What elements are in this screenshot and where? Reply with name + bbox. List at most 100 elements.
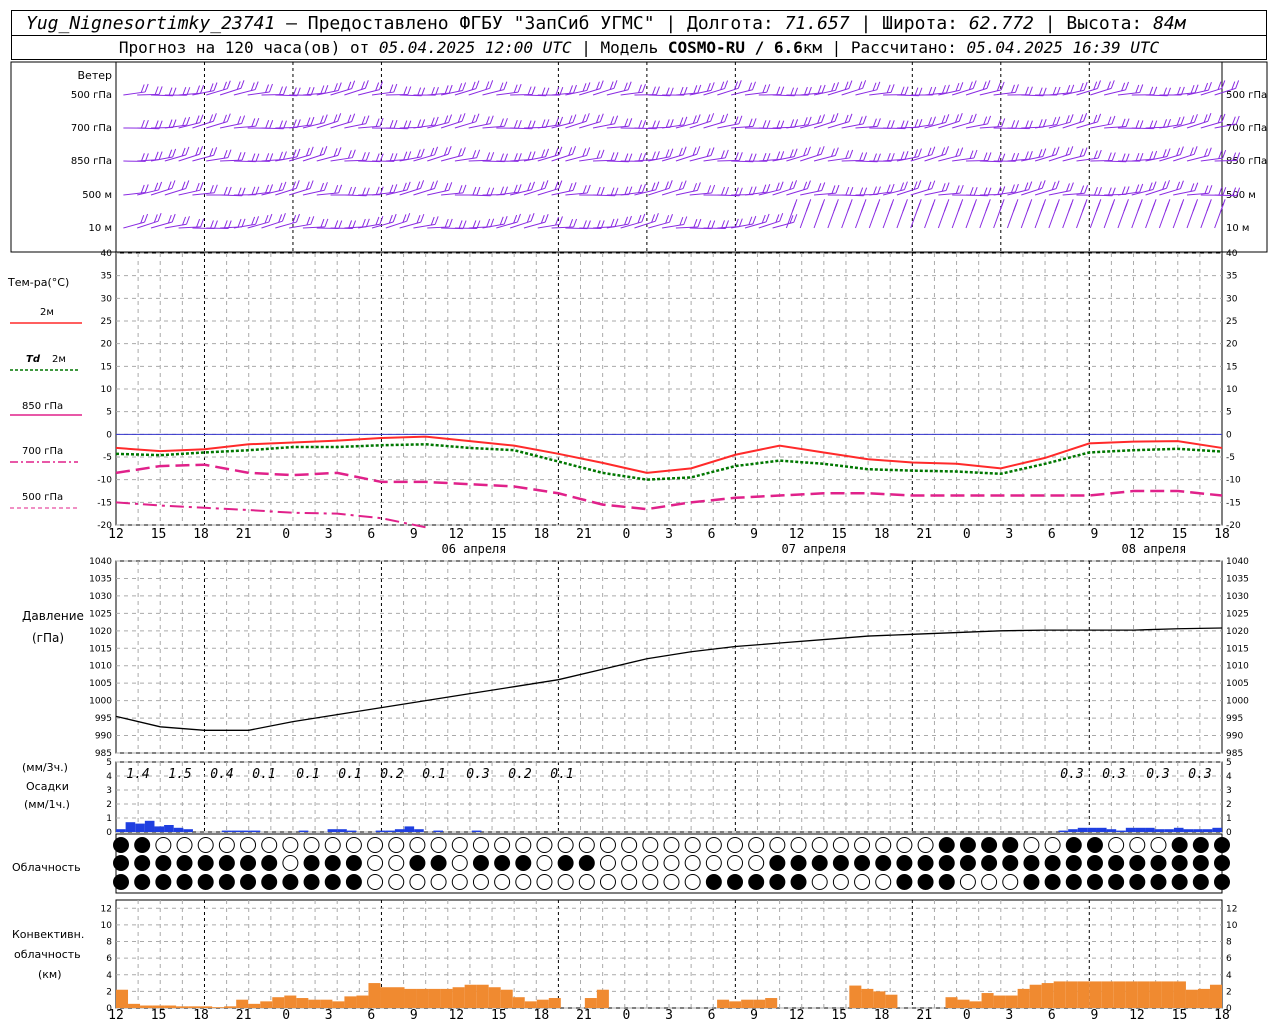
wind-barb-feather xyxy=(859,152,864,161)
wind-barb-feather xyxy=(144,83,149,93)
wind-barb-feather xyxy=(1065,115,1070,124)
wind-barb-feather xyxy=(476,149,481,158)
wind-barb-feather xyxy=(531,86,536,95)
wind-barb-feather xyxy=(333,148,338,157)
conv-cloud-bar xyxy=(1017,988,1030,1008)
wind-barb-feather xyxy=(486,152,491,161)
wind-barb-feather xyxy=(1097,149,1102,159)
precip-3h-label: 0.2 xyxy=(380,767,404,782)
wind-barb-feather xyxy=(1121,82,1126,92)
wind-barb xyxy=(482,223,505,229)
wind-barb xyxy=(689,89,712,96)
wind-barb-feather xyxy=(296,119,301,128)
wind-barb-feather xyxy=(475,113,480,122)
wind-barb-feather xyxy=(255,186,260,195)
cloud-symbol xyxy=(875,855,892,871)
wind-barb-feather xyxy=(1121,186,1126,195)
wind-barb-feather xyxy=(609,81,614,90)
wind-barb-feather xyxy=(444,218,449,228)
y-tick-label-right: 1015 xyxy=(1226,644,1249,654)
wind-barb-feather xyxy=(283,86,287,95)
legend-t850-label: 850 гПа xyxy=(22,401,63,412)
wind-barb-feather xyxy=(1162,149,1167,158)
wind-barb-feather xyxy=(347,150,352,159)
precip-bar xyxy=(1193,829,1203,832)
temp-series-line xyxy=(115,435,1223,474)
wind-barb-feather xyxy=(902,202,907,212)
wind-barb-feather xyxy=(863,152,868,161)
wind-barb-feather xyxy=(265,119,270,129)
wind-barb-feather xyxy=(748,153,753,162)
wind-barb-feather xyxy=(158,86,163,95)
wind-barb-feather xyxy=(903,181,908,190)
x-tick-label: 3 xyxy=(1005,527,1013,542)
model-label: | Модель xyxy=(571,38,668,57)
wind-barb-feather xyxy=(554,147,559,157)
wind-barb-feather xyxy=(1093,114,1098,124)
y-tick-label-right: 40 xyxy=(1226,249,1238,259)
wind-barb-feather xyxy=(1232,152,1237,161)
y-tick-label-right: 1005 xyxy=(1226,679,1249,689)
wind-barb-feather xyxy=(541,149,546,158)
wind-barb-feather xyxy=(862,80,867,89)
wind-level-label: 10 м xyxy=(89,223,112,234)
wind-barb-feather xyxy=(1139,183,1144,193)
wind-barb-feather xyxy=(185,180,190,189)
wind-barb-feather xyxy=(572,146,576,155)
cloud-symbol xyxy=(727,837,744,853)
x-tick-label-bottom: 12 xyxy=(789,1008,805,1023)
wind-barb-feather xyxy=(461,147,466,156)
wind-barb-feather xyxy=(803,86,808,96)
wind-barb-feather xyxy=(527,182,532,191)
wind-barb-feather xyxy=(1176,86,1181,96)
y-tick-label-right: 5 xyxy=(1226,408,1232,418)
wind-barb-feather xyxy=(279,120,283,129)
wind-barb-feather xyxy=(941,115,946,124)
cloud-symbol xyxy=(472,874,489,890)
wind-barb-feather xyxy=(1123,202,1128,212)
x-tick-label: 12 xyxy=(789,527,805,542)
conv-cloud-bar xyxy=(1065,981,1078,1008)
wind-barb-feather xyxy=(859,187,864,196)
wind-barb-feather xyxy=(1167,118,1172,128)
wind-barb-feather xyxy=(540,181,545,190)
wind-barb-feather xyxy=(931,146,936,155)
wind-barb-feather xyxy=(955,82,960,92)
wind-barb-feather xyxy=(1042,148,1047,157)
wind-barb-feather xyxy=(237,187,242,196)
conv-cloud-bar xyxy=(584,998,597,1008)
wind-barb-feather xyxy=(406,181,411,191)
wind-barb-feather xyxy=(447,146,452,155)
wind-barb-feather xyxy=(706,83,711,92)
wind-barb-feather xyxy=(1069,182,1074,191)
wind-barb-feather xyxy=(361,152,366,161)
day-label: 08 апреля xyxy=(1121,542,1186,556)
wind-barb-feather xyxy=(762,120,767,129)
wind-barb-feather xyxy=(1095,202,1100,212)
precip-bar xyxy=(173,827,184,832)
wind-barb-feather xyxy=(241,115,246,124)
cloud-symbol xyxy=(1108,874,1125,890)
wind-barb-feather xyxy=(389,184,394,194)
conv-cloud-bar xyxy=(200,1006,213,1008)
wind-barb-feather xyxy=(848,113,853,122)
wind-barb-feather xyxy=(527,86,532,95)
cloud-symbol xyxy=(388,855,405,871)
wind-barb-feather xyxy=(351,80,356,89)
cloud-symbol xyxy=(642,837,659,853)
cloud-symbol xyxy=(748,874,765,890)
wind-barb-feather xyxy=(489,115,494,124)
wind-barb-feather xyxy=(223,220,228,229)
cloud-symbol xyxy=(472,855,489,871)
wind-barb-feather xyxy=(1083,113,1088,122)
wind-barb-feather xyxy=(237,116,242,125)
forecast-from: 05.04.2025 12:00 UTC xyxy=(378,38,572,57)
y-tick-label-right: 10 xyxy=(1226,921,1238,931)
wind-barb-feather xyxy=(352,186,357,196)
wind-barb-feather xyxy=(416,181,421,190)
precip-bar xyxy=(250,830,261,832)
conv-cloud-bar xyxy=(236,999,249,1008)
cloud-symbol xyxy=(1044,837,1061,853)
wind-barb-feather xyxy=(779,213,784,222)
cloud-symbol xyxy=(1023,837,1040,853)
